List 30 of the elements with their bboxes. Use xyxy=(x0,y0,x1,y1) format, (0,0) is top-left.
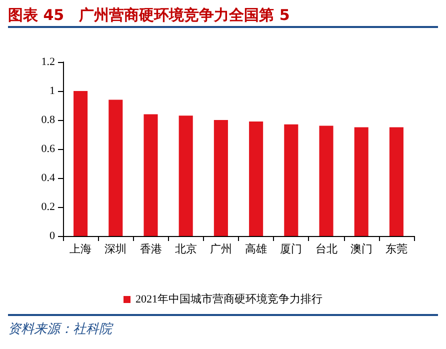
y-tick-label: 1.2 xyxy=(41,56,55,68)
bar xyxy=(108,100,123,236)
chart-title: 图表 45 广州营商硬环境竞争力全国第 5 xyxy=(8,4,438,28)
x-tick-label: 北京 xyxy=(174,242,197,256)
y-tick-label: 0 xyxy=(50,230,56,242)
bar xyxy=(389,127,404,236)
x-tick-label: 上海 xyxy=(70,242,92,256)
bar xyxy=(319,126,334,236)
bar xyxy=(249,121,264,236)
y-tick-label: 0.6 xyxy=(41,143,56,155)
bar xyxy=(144,114,158,236)
legend-label: 2021年中国城市营商硬环境竞争力排行 xyxy=(136,292,322,306)
bar xyxy=(284,124,298,236)
bar xyxy=(178,116,193,236)
y-tick-label: 0.4 xyxy=(41,172,56,184)
bar xyxy=(74,91,88,236)
text: 资料来源：社科院 xyxy=(8,314,438,338)
x-tick-label: 香港 xyxy=(140,242,162,256)
x-tick-label: 广州 xyxy=(210,242,232,256)
y-tick-label: 1 xyxy=(50,85,55,97)
x-tick-label: 高雄 xyxy=(245,242,268,256)
y-tick-label: 0.2 xyxy=(41,201,55,213)
x-tick-label: 澳门 xyxy=(350,242,372,256)
bar xyxy=(214,120,228,236)
x-tick-label: 东莞 xyxy=(385,242,408,256)
bar xyxy=(354,127,368,236)
x-tick-label: 台北 xyxy=(315,242,338,256)
y-tick-label: 0.8 xyxy=(41,114,56,126)
x-tick-label: 深圳 xyxy=(104,242,127,256)
x-tick-label: 厦门 xyxy=(280,242,302,256)
